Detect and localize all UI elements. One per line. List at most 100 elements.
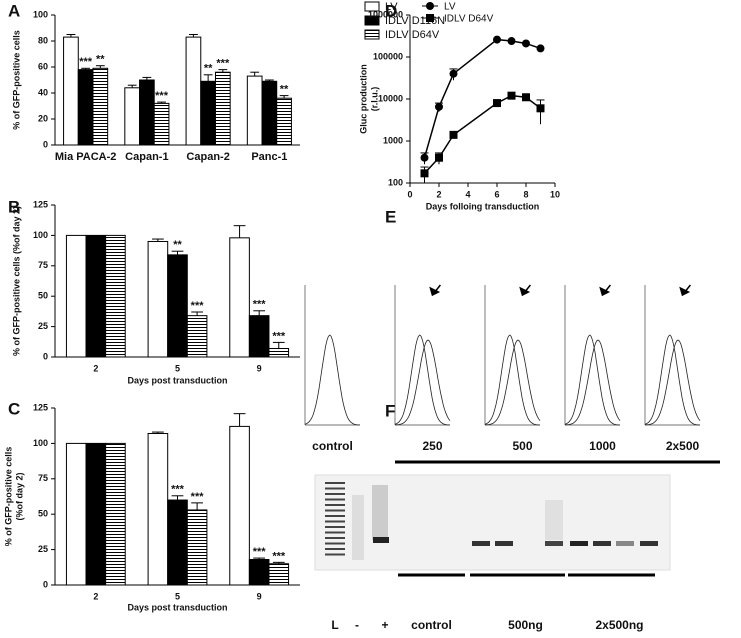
arrow — [429, 284, 441, 297]
point — [426, 2, 434, 10]
histogram-curve — [394, 334, 450, 426]
point — [426, 14, 434, 22]
y-tick-label: 100000 — [373, 51, 403, 61]
y-tick-label: 50 — [38, 291, 48, 301]
sample-label: 2x500 — [666, 439, 700, 453]
significance: ** — [173, 239, 182, 251]
arrow — [599, 284, 611, 297]
significance: ** — [204, 63, 213, 75]
bar — [65, 442, 87, 586]
x-tick-label: Capan-2 — [186, 151, 229, 163]
histogram-curve — [304, 334, 360, 426]
y-tick-label: 10000 — [378, 93, 403, 103]
x-tick-label: 5 — [175, 591, 180, 601]
histogram-curve — [644, 339, 701, 426]
y-tick-label: 100 — [33, 230, 48, 240]
y-tick-label: 125 — [33, 402, 48, 412]
y-axis-label: % of GFP-positive cells — [3, 447, 13, 547]
bar — [200, 80, 216, 146]
significance: ** — [96, 54, 105, 66]
x-tick-label: Mia PACA-2 — [55, 151, 117, 163]
point — [449, 130, 458, 139]
y-axis-label: % of GFP-positive cells — [11, 30, 21, 130]
x-tick-label: 9 — [257, 591, 262, 601]
band — [373, 537, 389, 543]
bar — [153, 102, 170, 146]
ladder-band — [325, 504, 345, 506]
y-tick-label: 1000 — [383, 135, 403, 145]
y-tick-label: 100 — [33, 9, 48, 19]
panel-label: C — [8, 399, 20, 418]
significance: ** — [280, 84, 289, 96]
point — [435, 153, 443, 162]
lane-label: + — [381, 618, 388, 632]
panel-label: B — [8, 197, 20, 216]
y-tick-label: 75 — [38, 260, 48, 270]
bar — [139, 79, 155, 146]
legend-label: IDLV D64V — [444, 14, 494, 25]
point — [507, 37, 516, 46]
sample-label: 1000 — [589, 439, 616, 453]
ladder-band — [325, 487, 345, 490]
bar — [268, 563, 290, 586]
group-label: control — [411, 618, 452, 632]
point — [420, 169, 429, 178]
y-tick-label: 80 — [38, 35, 48, 45]
x-tick-label: 0 — [407, 189, 412, 199]
band — [545, 541, 563, 546]
histogram-curve — [564, 334, 620, 426]
y-tick-label: 40 — [38, 87, 48, 97]
x-tick-label: 4 — [465, 189, 470, 199]
point — [435, 102, 443, 111]
bar — [246, 75, 263, 146]
y-axis-label: % of GFP-positive cells (%of day 2) — [11, 206, 21, 356]
significance: *** — [155, 90, 169, 102]
smear — [372, 485, 388, 540]
point — [536, 104, 545, 113]
sample-label: 250 — [422, 439, 442, 453]
bar — [268, 347, 290, 358]
point — [522, 39, 530, 48]
ladder-band — [325, 526, 345, 528]
point — [493, 99, 501, 108]
significance: *** — [272, 330, 286, 342]
y-tick-label: 0 — [43, 351, 48, 361]
y-tick-label: 25 — [38, 544, 48, 554]
y-tick-label: 0 — [43, 139, 48, 149]
significance: *** — [253, 546, 267, 558]
bar — [248, 559, 270, 586]
x-tick-label: 6 — [494, 189, 499, 199]
band — [472, 541, 490, 546]
significance: *** — [191, 491, 205, 503]
x-tick-label: Capan-1 — [125, 151, 168, 163]
sample-label: control — [312, 439, 353, 453]
x-tick-label: 8 — [523, 189, 528, 199]
bar — [276, 97, 292, 146]
x-tick-label: 10 — [550, 189, 560, 199]
bar — [167, 254, 188, 358]
y-tick-label: 0 — [43, 579, 48, 589]
significance: *** — [272, 550, 286, 562]
y-tick-label: 100 — [33, 438, 48, 448]
smear — [545, 500, 563, 540]
ladder-band — [325, 493, 345, 495]
lane-label: - — [355, 618, 359, 632]
gel — [314, 474, 671, 571]
bar — [186, 509, 208, 586]
panel-label: F — [385, 401, 395, 420]
ladder-band — [325, 537, 345, 539]
lane-label: L — [331, 618, 338, 632]
significance: *** — [216, 58, 230, 70]
x-tick-label: 2 — [93, 363, 98, 373]
x-tick-label: 2 — [436, 189, 441, 199]
bar — [185, 36, 202, 146]
point — [449, 69, 458, 78]
y-tick-label: 20 — [38, 113, 48, 123]
y-tick-label: 75 — [38, 473, 48, 483]
x-tick-label: 9 — [257, 363, 262, 373]
point — [522, 93, 530, 102]
point — [507, 91, 516, 100]
bar — [229, 237, 250, 358]
group-label: 500ng — [508, 618, 543, 632]
legend-swatch — [364, 29, 380, 40]
